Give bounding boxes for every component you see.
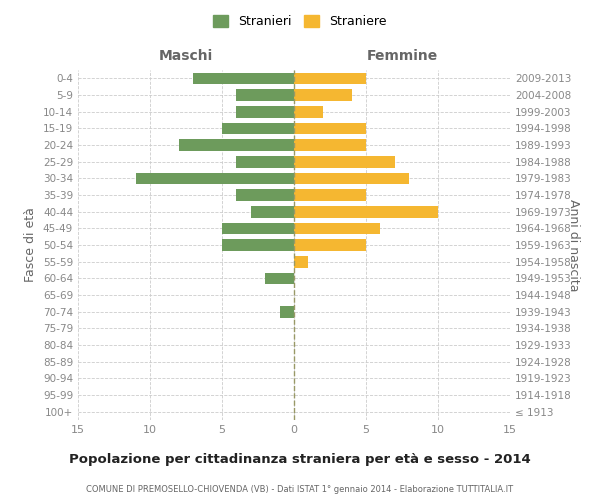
Bar (193, 72, 294, 84)
Bar (236, 156, 294, 168)
Bar (294, 139, 366, 151)
Y-axis label: Anni di nascita: Anni di nascita (567, 198, 580, 291)
Bar (179, 139, 294, 151)
Bar (222, 239, 294, 251)
Bar (265, 272, 294, 284)
Bar (294, 256, 308, 268)
Bar (294, 189, 366, 201)
Bar (236, 89, 294, 101)
Bar (222, 122, 294, 134)
Bar (136, 172, 294, 184)
Text: Popolazione per cittadinanza straniera per età e sesso - 2014: Popolazione per cittadinanza straniera p… (69, 452, 531, 466)
Bar (294, 156, 395, 168)
Bar (294, 89, 352, 101)
Bar (236, 189, 294, 201)
Legend: Stranieri, Straniere: Stranieri, Straniere (209, 11, 391, 32)
Text: Femmine: Femmine (367, 48, 437, 62)
Text: Maschi: Maschi (159, 48, 213, 62)
Bar (280, 306, 294, 318)
Bar (294, 72, 366, 84)
Bar (294, 106, 323, 118)
Bar (294, 239, 366, 251)
Text: COMUNE DI PREMOSELLO-CHIOVENDA (VB) - Dati ISTAT 1° gennaio 2014 - Elaborazione : COMUNE DI PREMOSELLO-CHIOVENDA (VB) - Da… (86, 485, 514, 494)
Bar (251, 206, 294, 218)
Bar (294, 206, 438, 218)
Bar (294, 222, 380, 234)
Bar (294, 122, 366, 134)
Y-axis label: Fasce di età: Fasce di età (25, 208, 37, 282)
Bar (222, 222, 294, 234)
Bar (294, 172, 409, 184)
Bar (236, 106, 294, 118)
